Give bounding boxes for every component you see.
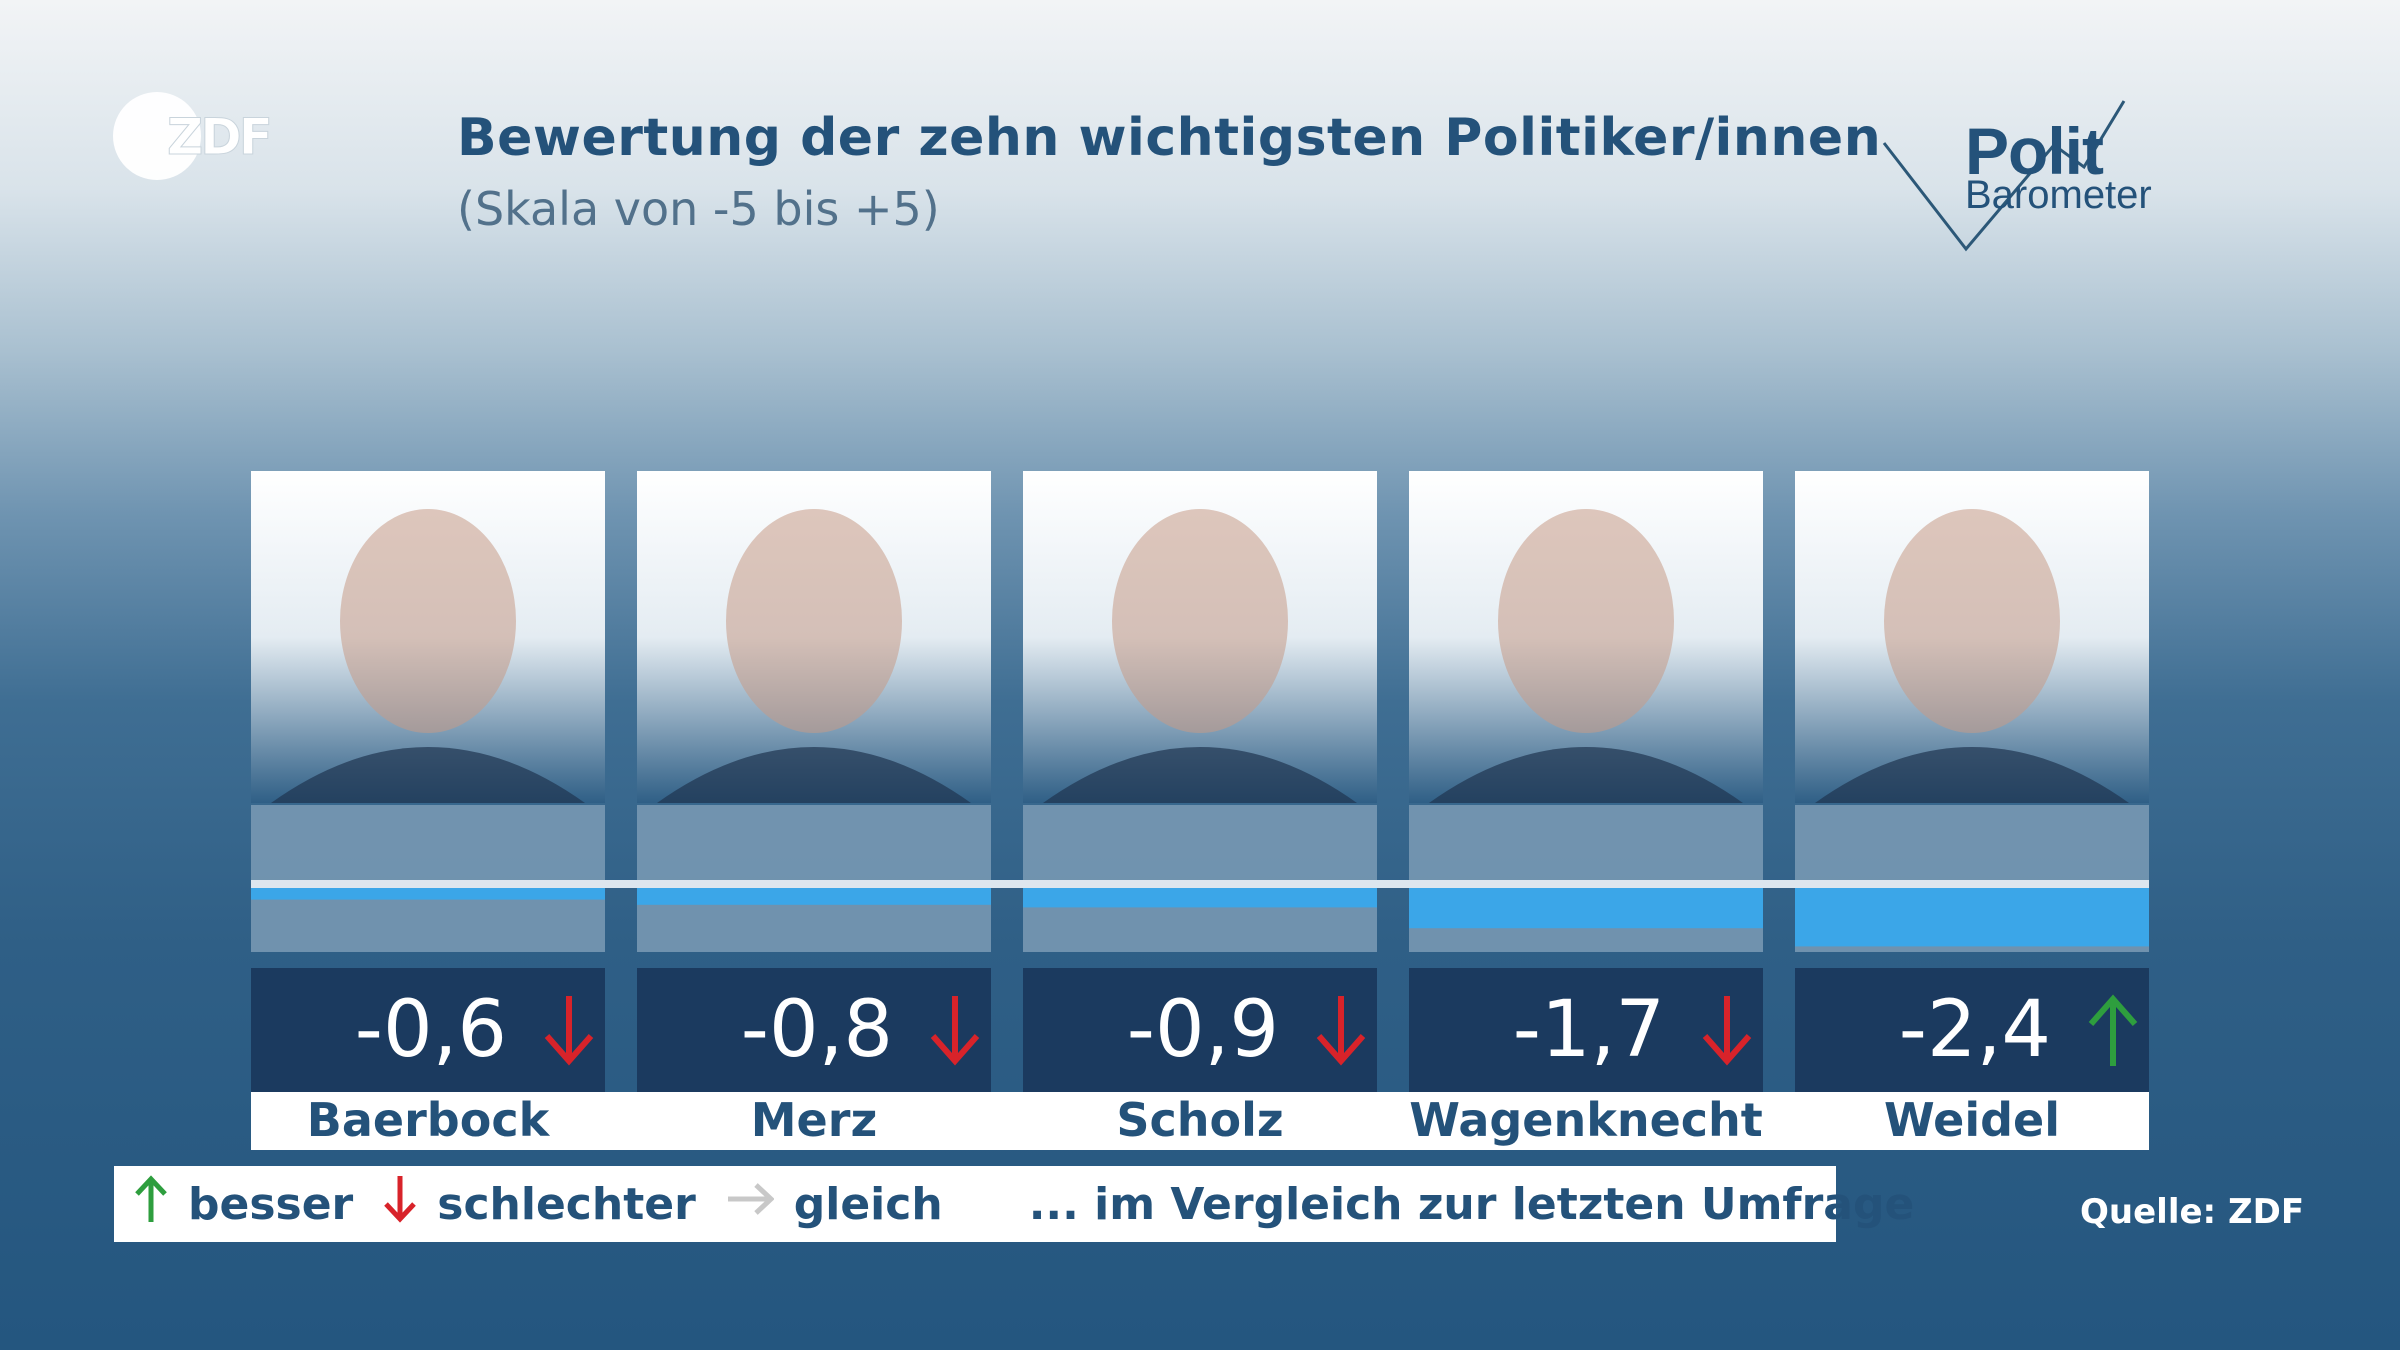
- politbarometer-word-polit: Polit: [1965, 114, 2104, 188]
- portrait-face-weidel: [1884, 509, 2060, 733]
- value-label-scholz: -0,9: [1127, 985, 1279, 1075]
- down-arrow-icon-head: [1702, 1034, 1752, 1066]
- name-label-wagenknecht: Wagenknecht: [1409, 1093, 1763, 1147]
- bar-merz: [637, 884, 991, 905]
- zdf-logo: ZDF: [112, 88, 273, 184]
- legend-down-label: schlechter: [437, 1178, 696, 1230]
- value-box-weidel: [1795, 968, 2149, 1092]
- value-label-merz: -0,8: [741, 985, 893, 1075]
- portrait-shoulders-scholz: [1043, 747, 1357, 803]
- bar-track: [637, 805, 991, 952]
- value-box-merz: [637, 968, 991, 1092]
- page-subtitle: (Skala von -5 bis +5): [457, 182, 940, 236]
- value-label-baerbock: -0,6: [355, 985, 507, 1075]
- portrait-face-baerbock: [340, 509, 516, 733]
- portrait-shoulders-wagenknecht: [1429, 747, 1743, 803]
- name-label-weidel: Weidel: [1884, 1093, 2060, 1147]
- portrait-shoulders-merz: [657, 747, 971, 803]
- legend-note: ... im Vergleich zur letzten Umfrage: [1028, 1178, 1915, 1230]
- bar-weidel: [1795, 884, 2149, 947]
- down-arrow-icon-head: [930, 1034, 980, 1066]
- bar-track: [1409, 805, 1763, 952]
- value-box-baerbock: [251, 968, 605, 1092]
- bar-scholz: [1023, 884, 1377, 908]
- svg-text:ZDF: ZDF: [167, 108, 270, 166]
- portrait-face-wagenknecht: [1498, 509, 1674, 733]
- name-label-baerbock: Baerbock: [307, 1093, 551, 1147]
- bar-track: [1023, 805, 1377, 952]
- politbarometer-line-icon: [1882, 100, 2126, 252]
- value-box-wagenknecht: [1409, 968, 1763, 1092]
- legend: besser schlechter gleich ... im Vergleic…: [114, 1166, 1914, 1242]
- bar-track: [251, 805, 605, 952]
- bar-wagenknecht: [1409, 884, 1763, 929]
- politbarometer-word-barometer: Barometer: [1965, 173, 2152, 217]
- value-box-scholz: [1023, 968, 1377, 1092]
- down-arrow-icon-head: [1316, 1034, 1366, 1066]
- value-label-weidel: -2,4: [1899, 985, 2051, 1075]
- right-arrow-icon: [726, 1179, 775, 1230]
- name-strip: [251, 1092, 2149, 1150]
- value-label-wagenknecht: -1,7: [1513, 985, 1665, 1075]
- down-arrow-icon: [383, 1174, 417, 1235]
- down-arrow-icon-head: [544, 1034, 594, 1066]
- portrait-shoulders-weidel: [1815, 747, 2129, 803]
- source-note: Quelle: ZDF: [2080, 1192, 2305, 1232]
- page-title: Bewertung der zehn wichtigsten Politiker…: [457, 108, 1882, 168]
- portrait-face-scholz: [1112, 509, 1288, 733]
- zero-line: [251, 880, 2149, 888]
- name-label-merz: Merz: [751, 1093, 877, 1147]
- name-label-scholz: Scholz: [1116, 1093, 1283, 1147]
- portrait-shoulders-baerbock: [271, 747, 585, 803]
- portrait-face-merz: [726, 509, 902, 733]
- zdf-logo-text: ZDF: [167, 108, 270, 166]
- politbarometer-logo: Polit Barometer: [1880, 95, 2250, 255]
- legend-same-label: gleich: [793, 1178, 943, 1230]
- up-arrow-icon-head: [2088, 994, 2138, 1026]
- zdf-logo-mark: ZDF: [113, 92, 273, 180]
- up-arrow-icon: [134, 1174, 168, 1235]
- legend-up-label: besser: [188, 1178, 354, 1230]
